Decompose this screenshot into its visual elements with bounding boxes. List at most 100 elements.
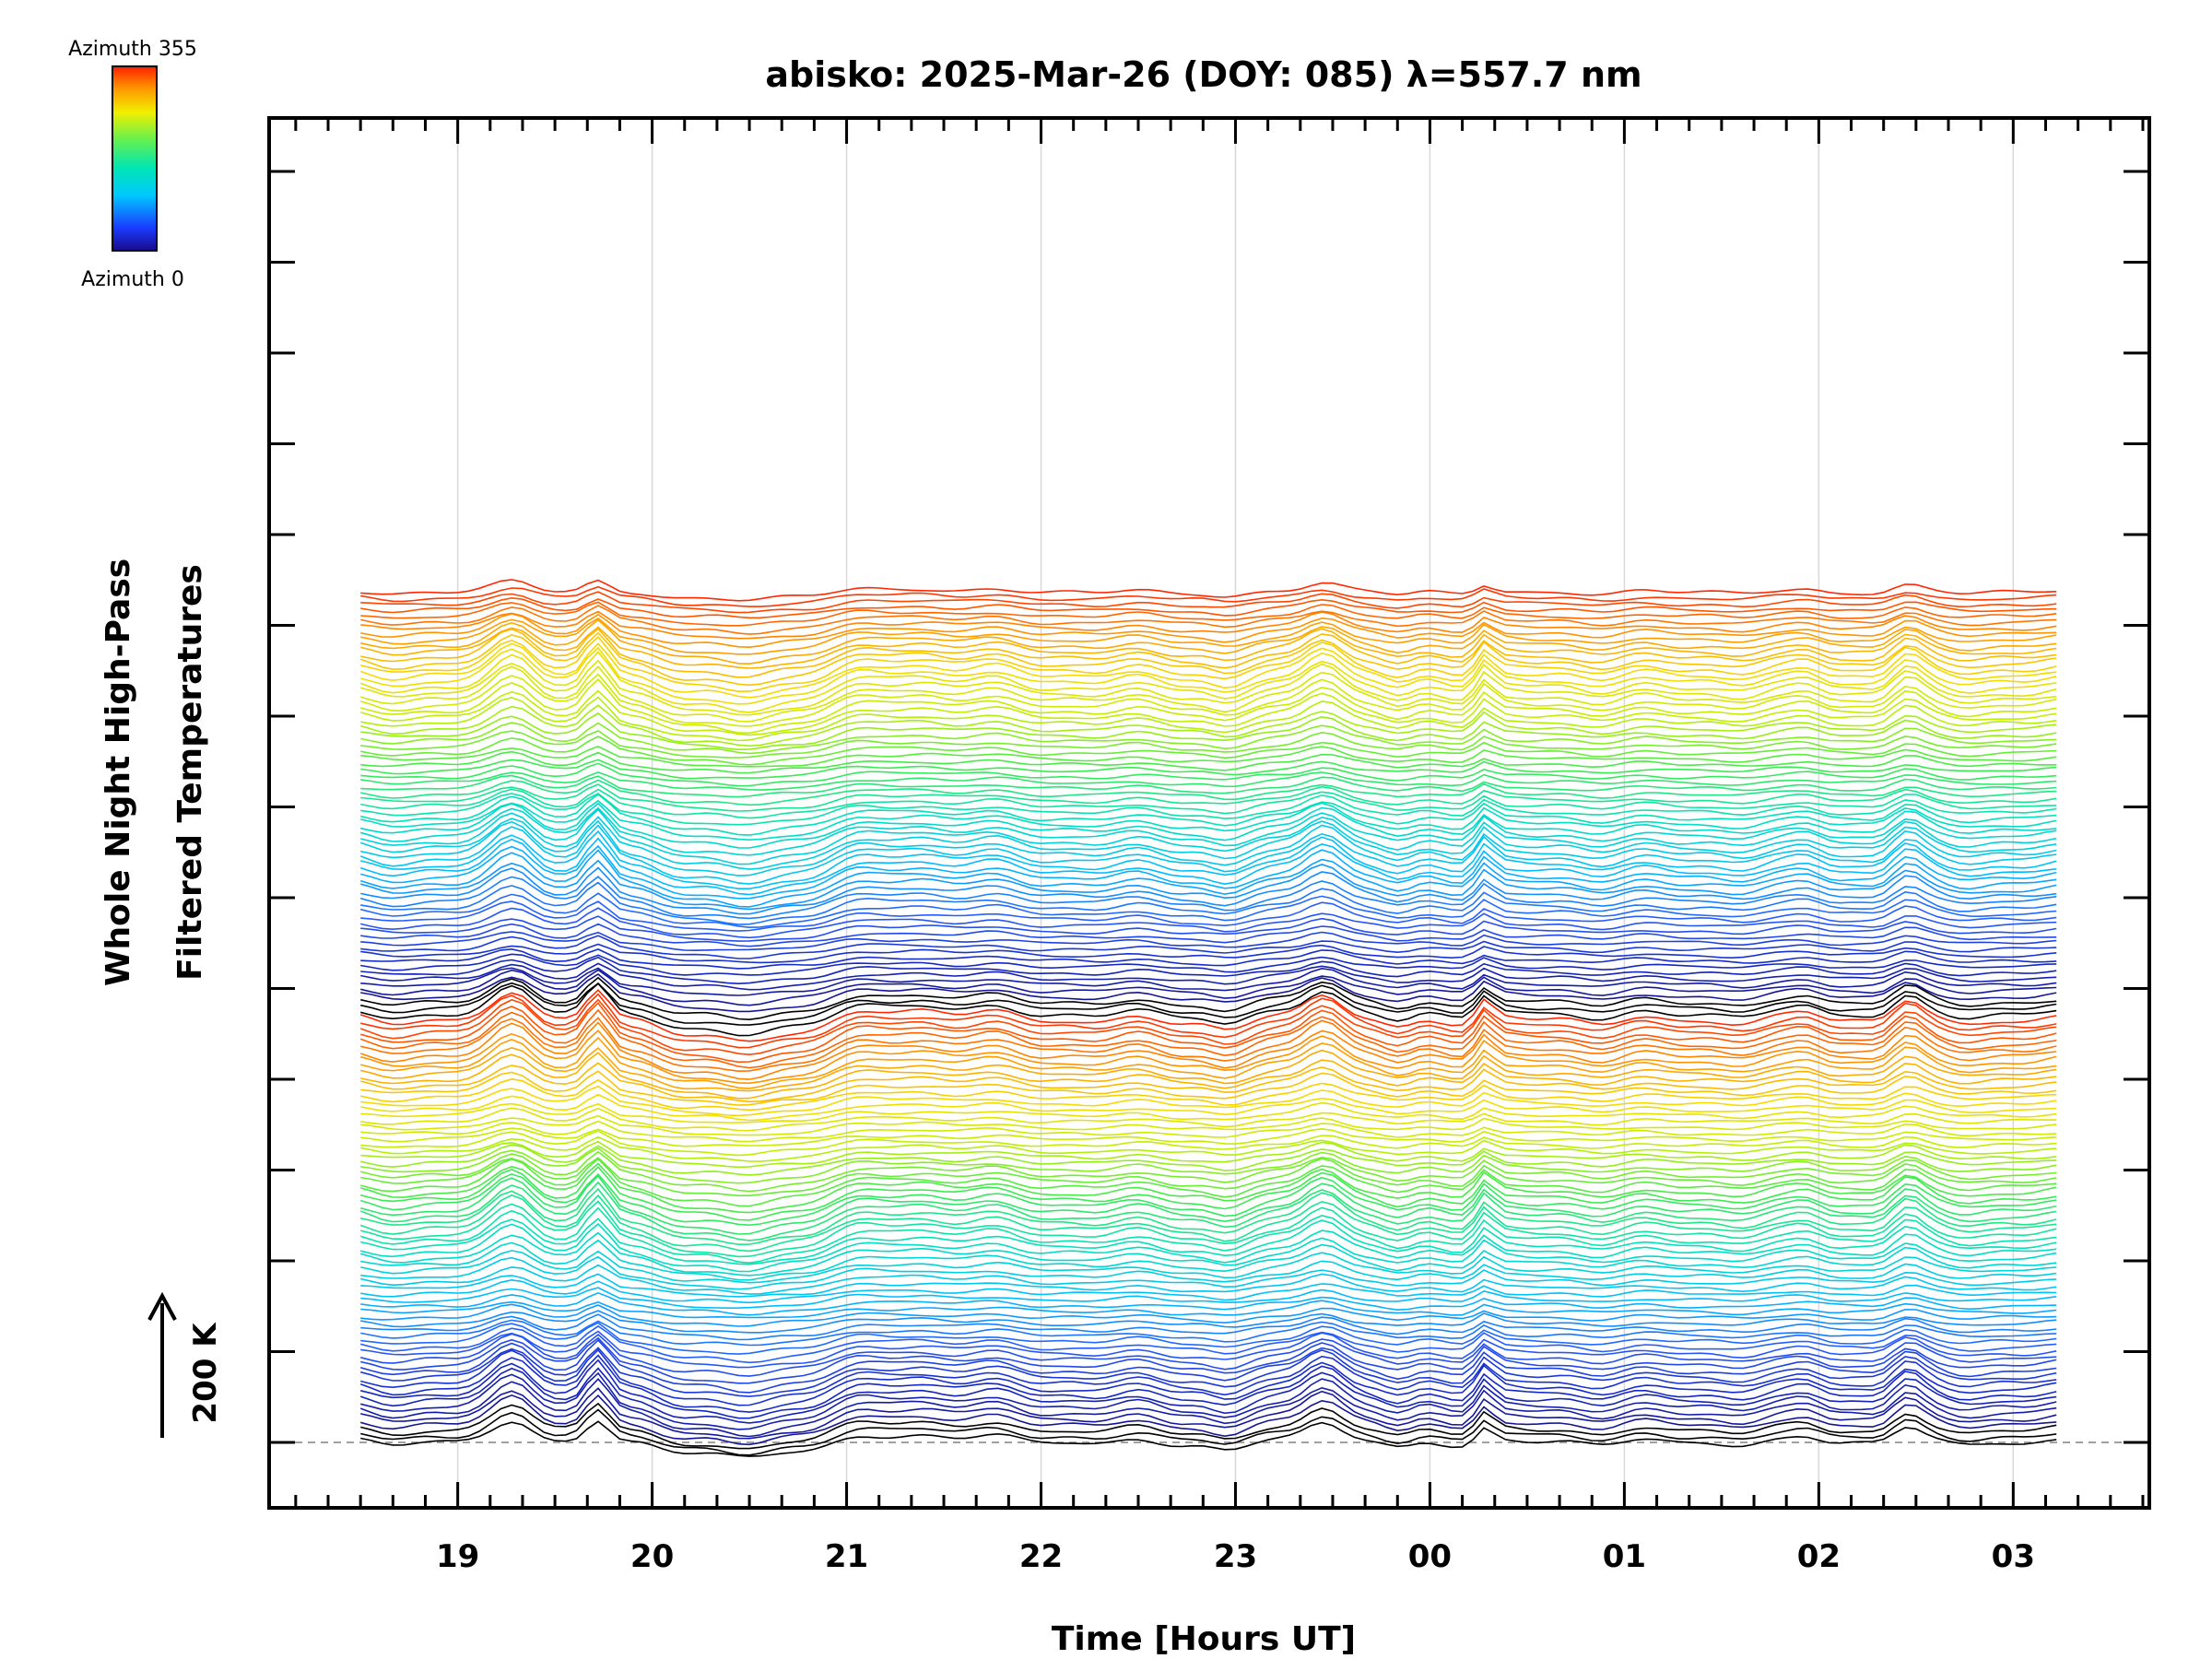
trace-az-130	[360, 1273, 2057, 1298]
trace-az-145	[360, 1250, 2057, 1284]
trace-az-90	[360, 1319, 2057, 1347]
trace-az-80	[359, 1324, 2057, 1364]
trace-az-305	[360, 626, 2057, 669]
trace-az-195	[360, 771, 2057, 791]
trace-az-140	[360, 1255, 2057, 1290]
trace-az-0	[360, 1420, 2057, 1457]
trace-az-165	[360, 793, 2057, 836]
trace-az-320	[359, 1029, 2057, 1085]
x-tick-label-22: 22	[1019, 1538, 1063, 1575]
trace-az-250	[359, 689, 2057, 736]
azimuth-colorbar: Azimuth 355 Azimuth 0	[68, 38, 197, 291]
x-tick-label-03: 03	[1992, 1538, 2035, 1575]
trace-az-230	[360, 722, 2057, 755]
trace-az-195	[359, 1174, 2057, 1235]
y-axis-label-line1: Whole Night High-Pass	[100, 559, 137, 986]
trace-az-55	[359, 1347, 2057, 1397]
trace-az-120	[359, 837, 2057, 896]
trace-az-270	[360, 659, 2057, 716]
trace-az-100	[360, 1310, 2057, 1334]
trace-az-150	[360, 1239, 2057, 1281]
trace-az-40	[360, 953, 2057, 976]
trace-az-175	[360, 1200, 2057, 1258]
trace-az-200	[360, 762, 2057, 787]
trace-az-5	[360, 982, 2057, 1026]
trace-az-80	[360, 900, 2057, 932]
trace-az-85	[360, 1322, 2057, 1355]
trace-az-210	[359, 1162, 2057, 1214]
scale-arrow-head	[147, 1291, 177, 1321]
x-tick-label-20: 20	[630, 1538, 674, 1575]
scale-bar-label: 200 K	[187, 1322, 224, 1424]
colorbar-bottom-label: Azimuth 0	[81, 268, 184, 291]
trace-az-25	[360, 967, 2057, 996]
trace-az-110	[360, 1300, 2057, 1319]
trace-az-305	[360, 1052, 2057, 1100]
trace-az-325	[360, 610, 2057, 640]
trace-az-135	[360, 1264, 2057, 1295]
trace-az-210	[360, 750, 2057, 774]
x-tick-labels: 19 20 21 22 23 00 01 02 03	[436, 1538, 2035, 1575]
trace-az-190	[359, 1181, 2057, 1241]
trace-az-235	[360, 712, 2057, 751]
trace-az-335	[359, 1008, 2057, 1069]
trace-az-10	[360, 1402, 2057, 1450]
trace-az-220	[360, 1157, 2057, 1196]
trace-az-170	[360, 793, 2057, 826]
trace-az-40	[360, 1359, 2057, 1419]
trace-az-125	[360, 830, 2057, 889]
trace-az-280	[360, 1093, 2057, 1122]
trace-az-300	[359, 1062, 2057, 1103]
x-tick-label-19: 19	[436, 1538, 479, 1575]
trace-az-295	[360, 1070, 2057, 1106]
trace-az-70	[360, 915, 2057, 942]
trace-az-20	[360, 969, 2057, 1006]
trace-az-310	[360, 1047, 2057, 1092]
trace-az-20	[360, 1387, 2057, 1440]
trace-az-255	[359, 678, 2057, 735]
x-tick-label-23: 23	[1214, 1538, 1257, 1575]
trace-az-85	[360, 892, 2057, 929]
trace-az-355	[360, 579, 2057, 602]
x-tick-label-01: 01	[1603, 1538, 1646, 1575]
trace-az-110	[359, 849, 2057, 908]
trace-az-340	[360, 596, 2057, 619]
trace-az-240	[359, 704, 2057, 747]
trace-az-265	[360, 1114, 2057, 1136]
trace-az-125	[360, 1278, 2057, 1304]
trace-az-75	[360, 907, 2057, 939]
trace-az-115	[360, 1291, 2057, 1316]
trace-az-255	[360, 1127, 2057, 1147]
trace-az-60	[359, 1338, 2057, 1394]
trace-az-280	[360, 646, 2057, 705]
trace-az-30	[360, 1371, 2057, 1430]
trace-az-15	[360, 973, 2057, 1013]
trace-az-355	[359, 989, 2057, 1042]
trace-az-90	[360, 881, 2057, 925]
trace-az-155	[360, 802, 2057, 849]
trace-az-160	[360, 799, 2057, 841]
trace-az-350	[360, 585, 2057, 607]
trace-az-250	[360, 1130, 2057, 1157]
x-tick-label-21: 21	[825, 1538, 868, 1575]
trace-az-50	[360, 943, 2057, 964]
trace-az-230	[360, 1147, 2057, 1184]
trace-az-240	[360, 1140, 2057, 1169]
trace-az-25	[359, 1378, 2057, 1438]
trace-az-185	[360, 1187, 2057, 1246]
trace-az-10	[360, 976, 2057, 1021]
trace-az-165	[360, 1218, 2057, 1265]
x-axis-label: Time [Hours UT]	[1052, 1620, 1356, 1658]
trace-az-180	[360, 783, 2057, 812]
trace-az-335	[360, 601, 2057, 627]
trace-az-185	[360, 779, 2057, 806]
trace-az-310	[360, 618, 2057, 665]
trace-az-50	[360, 1348, 2057, 1406]
trace-az-330	[360, 605, 2057, 635]
trace-az-95	[359, 876, 2057, 920]
trace-az-350	[360, 993, 2057, 1049]
trace-az-55	[360, 935, 2057, 959]
trace-az-205	[360, 1166, 2057, 1221]
trace-az-60	[360, 931, 2057, 952]
